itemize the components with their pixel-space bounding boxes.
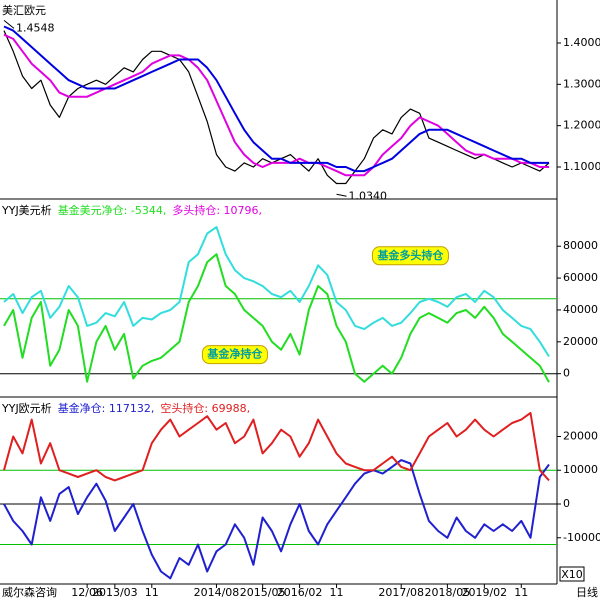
y-tick-label: 1.1000 bbox=[563, 160, 600, 173]
panel-title: YYJ美元析 bbox=[1, 203, 52, 217]
y-tick-label: 1.3000 bbox=[563, 77, 600, 90]
annotation: 1.0340 bbox=[349, 189, 388, 202]
y-tick-label: 1.2000 bbox=[563, 119, 600, 132]
x-tick-label: 2017/08 bbox=[378, 586, 424, 599]
x-tick-label: 11 bbox=[145, 586, 159, 599]
x-tick-label: 2013/03 bbox=[92, 586, 138, 599]
annotation: 1.4548 bbox=[16, 21, 55, 34]
legend-entry: 基金美元净仓: -5344, bbox=[58, 203, 167, 217]
panel-header: YYJ欧元析 基金净仓: 117132, 空头持仓: 69988, bbox=[1, 401, 250, 415]
annotation-bg bbox=[371, 246, 449, 266]
legend-entry: 基金净仓: 117132, bbox=[58, 401, 155, 415]
series-line bbox=[3, 25, 549, 173]
x-tick-label: 11 bbox=[514, 586, 528, 599]
legend-entry: 空头持仓: 69988, bbox=[160, 401, 250, 415]
series-line bbox=[3, 411, 550, 482]
x-tick-label: 11 bbox=[330, 586, 344, 599]
x-tick-label: 2018/05 bbox=[425, 586, 471, 599]
scale-box bbox=[559, 566, 585, 582]
panel-title: 美汇欧元 bbox=[2, 4, 46, 17]
panel-header: YYJ美元析 基金美元净仓: -5344, 多头持仓: 10796, bbox=[1, 203, 262, 217]
x-tick-label: 2014/08 bbox=[194, 586, 240, 599]
annotation: 基金净持仓 bbox=[206, 347, 263, 361]
series-line bbox=[3, 226, 550, 358]
annotation-box: 基金多头持仓 bbox=[371, 246, 449, 266]
y-tick-label: 60000 bbox=[563, 271, 598, 284]
x-tick-label: 12/06 bbox=[71, 586, 103, 599]
y-tick-label: -10000 bbox=[563, 531, 600, 544]
y-tick-label: 10000 bbox=[563, 463, 598, 476]
y-tick-label: 40000 bbox=[563, 303, 598, 316]
x-tick-label: 2019/02 bbox=[461, 586, 507, 599]
series-line bbox=[3, 30, 550, 185]
series-line bbox=[3, 253, 550, 383]
scale-label: X10 bbox=[561, 568, 583, 581]
series-line bbox=[3, 33, 549, 177]
y-tick-label: 0 bbox=[563, 367, 570, 380]
y-tick-label: 20000 bbox=[563, 429, 598, 442]
annotation: 基金多头持仓 bbox=[376, 248, 444, 262]
legend-entry: 多头持仓: 10796, bbox=[172, 203, 262, 217]
series-line bbox=[3, 459, 550, 580]
y-tick-label: 0 bbox=[563, 497, 570, 510]
y-tick-label: 80000 bbox=[563, 239, 598, 252]
annotation-box: 基金净持仓 bbox=[201, 345, 268, 365]
y-tick-label: 20000 bbox=[563, 335, 598, 348]
annotation-bg bbox=[201, 345, 268, 365]
annotation-leader bbox=[336, 193, 347, 197]
panel-header: 美汇欧元 bbox=[2, 4, 46, 17]
period: 日线 bbox=[576, 585, 598, 599]
annotation-leader bbox=[3, 19, 15, 29]
source: 威尔森咨询 bbox=[2, 585, 57, 599]
y-tick-label: 1.4000 bbox=[563, 36, 600, 49]
x-tick-label: 2016/02 bbox=[277, 586, 323, 599]
panel-title: YYJ欧元析 bbox=[1, 401, 52, 415]
x-tick-label: 2015/05 bbox=[240, 586, 286, 599]
